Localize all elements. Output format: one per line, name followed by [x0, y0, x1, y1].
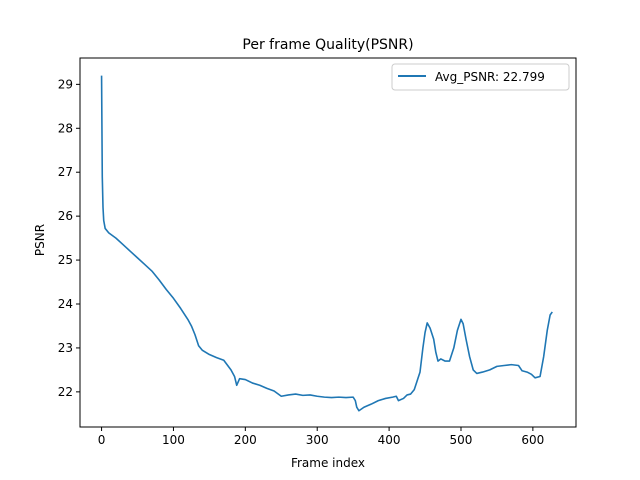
y-tick-label: 25	[58, 253, 73, 267]
plot-area: 0 100 200 300 400 500 600 22 23 24 25 26 27 28 29	[58, 57, 577, 447]
x-tick-label: 500	[450, 433, 473, 447]
x-axis-title: Frame index	[291, 456, 365, 470]
series-line-0	[100, 75, 553, 412]
y-tick-label: 27	[58, 165, 73, 179]
y-axis-title: PSNR	[33, 224, 47, 256]
legend: Avg_PSNR: 22.799	[391, 63, 570, 91]
x-tick-label: 300	[306, 433, 329, 447]
legend-series-label: Avg_PSNR: 22.799	[435, 70, 545, 84]
y-tick-label: 28	[58, 121, 73, 135]
y-tick-label: 26	[58, 209, 73, 223]
y-tick-label: 24	[58, 297, 73, 311]
x-tick-label: 400	[378, 433, 401, 447]
x-tick-label: 200	[234, 433, 257, 447]
x-tick-label: 600	[521, 433, 544, 447]
y-tick-label: 22	[58, 385, 73, 399]
y-tick-label: 23	[58, 341, 73, 355]
legend-box	[391, 63, 570, 91]
x-tick-label: 100	[162, 433, 185, 447]
y-tick-label: 29	[58, 77, 73, 91]
chart-title: Per frame Quality(PSNR)	[242, 37, 413, 53]
x-tick-label: 0	[98, 433, 106, 447]
axes-frame	[79, 57, 577, 428]
